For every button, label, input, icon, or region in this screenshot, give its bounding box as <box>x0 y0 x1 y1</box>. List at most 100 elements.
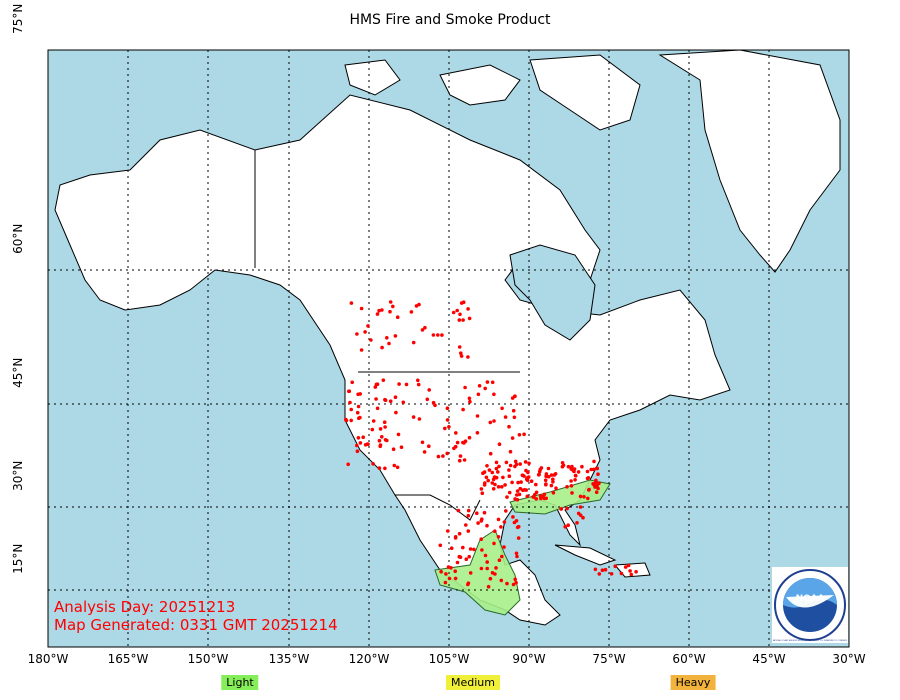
fire-point <box>466 529 471 533</box>
us-mexico-border <box>395 494 481 521</box>
map-frame <box>47 49 850 648</box>
fire-point <box>404 382 409 387</box>
fire-point <box>355 443 359 448</box>
fire-point <box>507 474 512 479</box>
fire-point <box>475 511 479 515</box>
fire-point <box>461 318 465 322</box>
fire-point <box>497 558 502 562</box>
fire-point <box>375 312 380 316</box>
fire-point <box>551 480 555 484</box>
latitude-label: 60°N <box>11 223 25 254</box>
fire-point <box>366 324 370 328</box>
fire-point <box>514 580 518 585</box>
fire-point <box>573 473 578 478</box>
fire-point <box>515 525 520 530</box>
fire-point <box>586 496 590 501</box>
fire-point <box>350 380 355 385</box>
fire-point <box>526 470 530 475</box>
fire-point <box>519 480 523 484</box>
fire-point <box>497 442 502 447</box>
hudson-bay <box>509 244 596 341</box>
fire-point <box>459 351 463 356</box>
fire-point <box>374 397 378 401</box>
fire-point <box>374 382 379 387</box>
fire-point <box>344 418 349 423</box>
fire-point <box>586 476 591 480</box>
legend-item-medium: Medium <box>446 675 500 690</box>
map-generated-label: Map Generated: 0331 GMT 20251214 <box>54 616 338 634</box>
fire-point <box>566 523 570 527</box>
fire-point <box>537 469 542 474</box>
fire-point <box>391 447 396 452</box>
fire-point <box>370 427 375 432</box>
fire-point <box>377 466 382 470</box>
fire-point <box>490 481 495 485</box>
fire-point <box>597 572 602 576</box>
fire-point <box>457 318 462 322</box>
longitude-label: 105°W <box>428 652 470 666</box>
fire-point <box>517 492 522 497</box>
fire-point <box>399 445 404 450</box>
fire-point <box>593 567 598 572</box>
fire-point <box>517 433 522 437</box>
fire-point <box>468 547 473 551</box>
fire-point <box>445 418 450 422</box>
fire-point <box>382 420 387 425</box>
fire-point <box>565 506 569 511</box>
fire-point <box>514 551 519 556</box>
fire-point <box>443 426 447 431</box>
longitude-label: 150°W <box>187 652 229 666</box>
fire-point <box>626 563 631 568</box>
fire-point <box>388 300 393 304</box>
fire-point <box>463 385 467 390</box>
fire-point <box>349 301 354 305</box>
fire-point <box>485 464 489 468</box>
fire-point <box>480 548 484 552</box>
fire-point <box>451 310 456 315</box>
fire-point <box>397 382 401 386</box>
fire-point <box>363 443 368 447</box>
fire-point <box>479 537 484 541</box>
fire-point <box>467 396 472 401</box>
fire-point <box>493 572 497 576</box>
fire-point <box>477 384 482 388</box>
fire-point <box>409 310 414 314</box>
fire-point <box>496 470 500 474</box>
fire-point <box>472 547 476 552</box>
fire-point <box>411 340 416 345</box>
fire-point <box>466 355 470 359</box>
fire-point <box>446 529 450 533</box>
fire-point <box>455 308 460 313</box>
fire-point <box>443 580 448 585</box>
fire-point <box>559 507 564 511</box>
fire-point <box>416 378 420 383</box>
fire-point <box>466 513 471 518</box>
fire-point <box>467 554 472 559</box>
fire-point <box>391 304 395 309</box>
fire-point <box>482 510 487 515</box>
fire-point <box>575 521 579 525</box>
fire-point <box>416 382 421 387</box>
fire-point <box>510 396 515 400</box>
fire-point <box>492 475 497 479</box>
fire-point <box>476 392 481 397</box>
fire-point <box>512 415 517 420</box>
fire-point <box>378 443 383 447</box>
fire-point <box>487 468 492 472</box>
fire-point <box>468 571 473 575</box>
fire-point <box>549 483 554 488</box>
fire-point <box>576 470 581 474</box>
fire-point <box>494 466 499 471</box>
fire-point <box>488 420 493 425</box>
fire-point <box>401 400 406 405</box>
fire-point <box>455 560 460 565</box>
fire-point <box>453 576 458 581</box>
fire-point <box>494 460 499 465</box>
fire-point <box>381 378 386 383</box>
fire-point <box>544 474 548 479</box>
latitude-label: 45°N <box>11 357 25 388</box>
fire-point <box>392 463 397 468</box>
fire-point <box>507 468 511 472</box>
fire-point <box>484 475 489 480</box>
fire-point <box>387 341 391 346</box>
